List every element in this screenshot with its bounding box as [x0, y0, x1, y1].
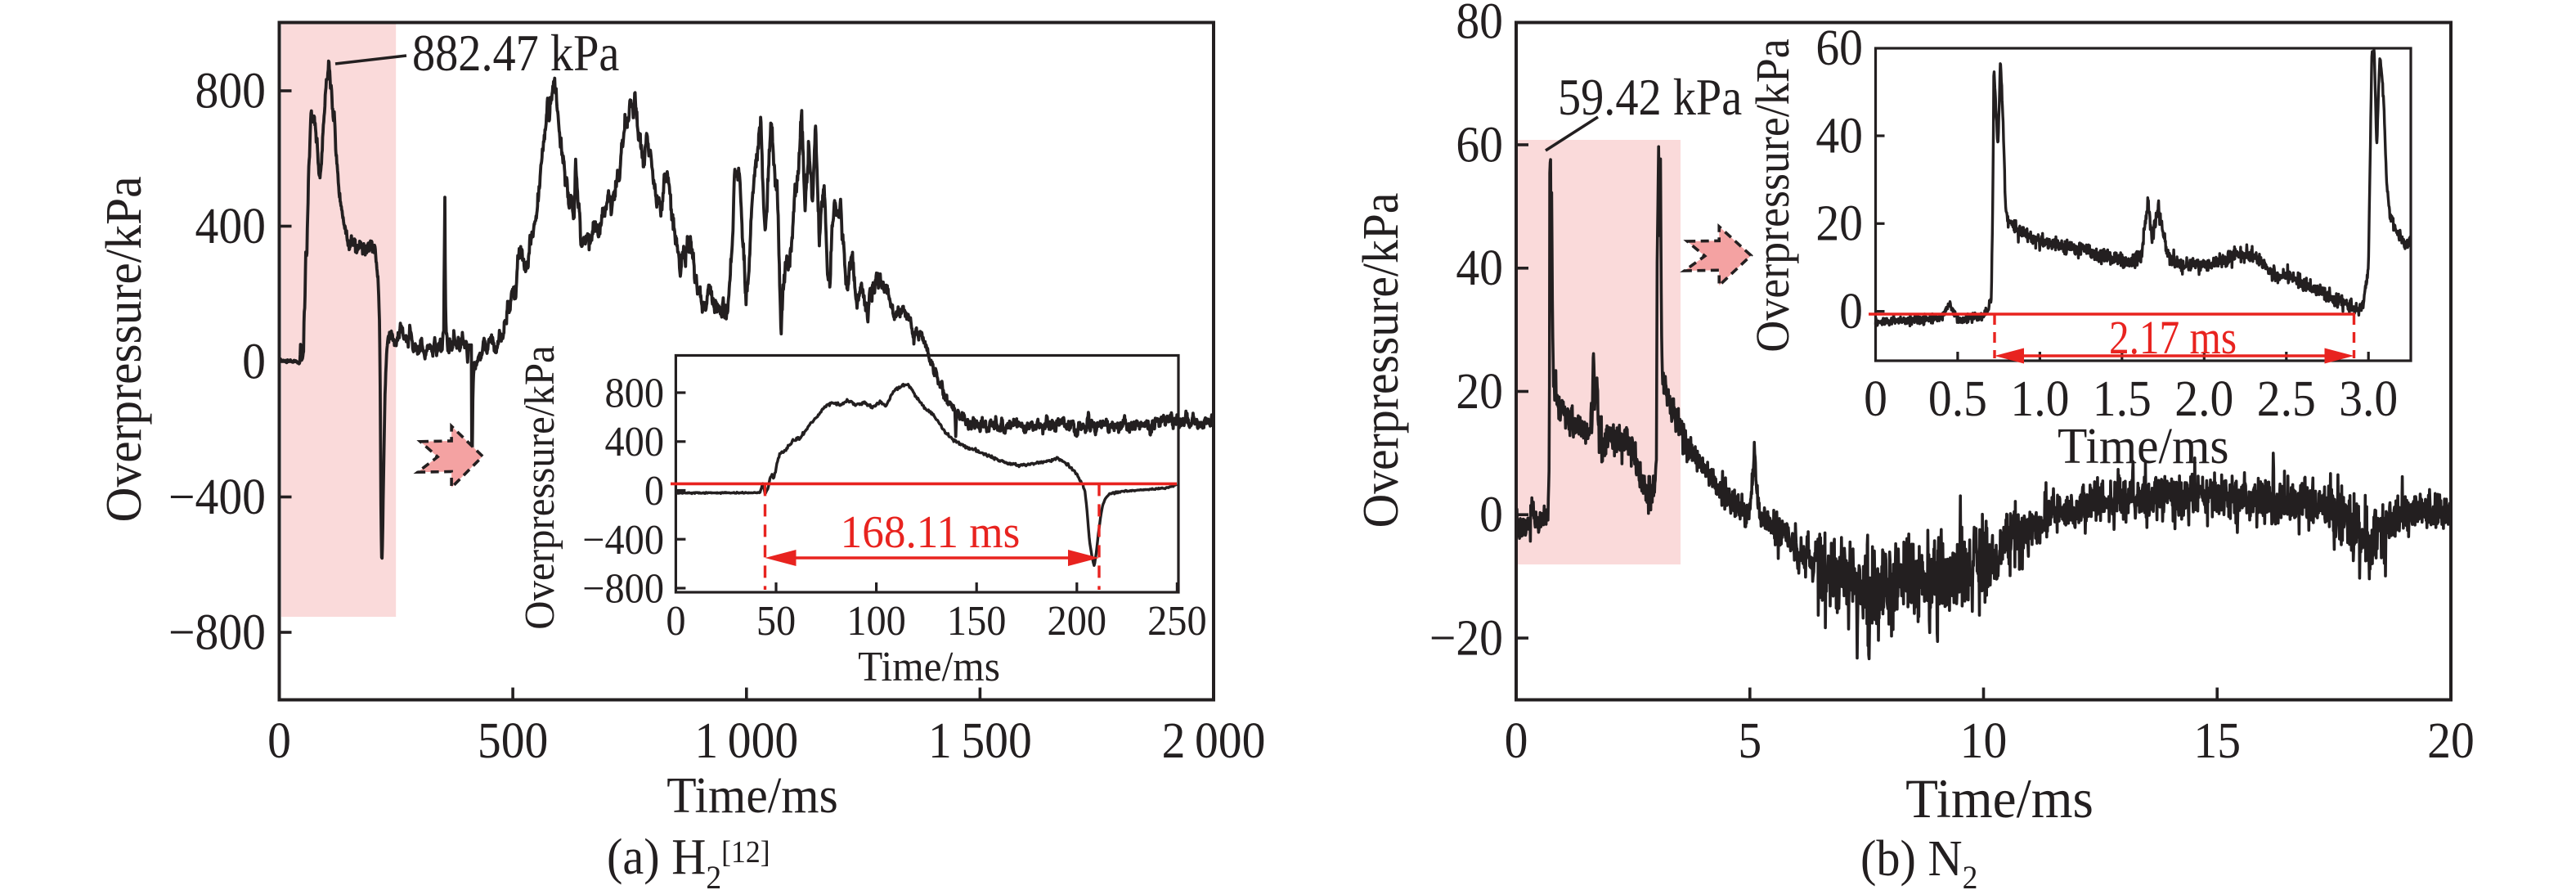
svg-text:150: 150 — [947, 596, 1007, 644]
svg-text:−20: −20 — [1429, 609, 1503, 665]
svg-text:40: 40 — [1456, 240, 1503, 295]
svg-text:50: 50 — [756, 596, 796, 644]
svg-text:Time/ms: Time/ms — [1905, 769, 2094, 829]
svg-text:Time/ms: Time/ms — [2058, 419, 2228, 474]
svg-text:1.0: 1.0 — [2010, 371, 2069, 426]
svg-text:0: 0 — [1864, 371, 1887, 426]
svg-text:2.0: 2.0 — [2174, 371, 2233, 426]
svg-text:10: 10 — [1960, 712, 2008, 768]
svg-text:100: 100 — [846, 596, 906, 644]
svg-text:60: 60 — [1456, 116, 1503, 172]
svg-text:(a) H2[12]: (a) H2[12] — [607, 829, 770, 890]
svg-text:20: 20 — [1456, 363, 1503, 419]
svg-text:80: 80 — [1456, 0, 1503, 49]
svg-text:800: 800 — [195, 62, 266, 118]
svg-text:−400: −400 — [582, 515, 664, 563]
svg-text:20: 20 — [2427, 712, 2475, 768]
svg-text:200: 200 — [1048, 596, 1107, 644]
svg-text:3.0: 3.0 — [2339, 371, 2398, 426]
svg-text:2.17 ms: 2.17 ms — [2109, 311, 2237, 364]
svg-text:0: 0 — [666, 596, 685, 644]
svg-text:400: 400 — [604, 418, 664, 465]
svg-text:0: 0 — [1839, 283, 1863, 339]
svg-text:1 000: 1 000 — [694, 712, 798, 768]
svg-text:1.5: 1.5 — [2093, 371, 2152, 426]
svg-text:1 500: 1 500 — [928, 712, 1032, 768]
svg-text:Time/ms: Time/ms — [666, 768, 837, 824]
svg-text:59.42 kPa: 59.42 kPa — [1558, 69, 1742, 127]
svg-text:168.11 ms: 168.11 ms — [841, 506, 1021, 558]
svg-text:−400: −400 — [168, 469, 266, 524]
svg-text:0.5: 0.5 — [1928, 371, 1987, 426]
svg-text:Overpressure/kPa: Overpressure/kPa — [1747, 38, 1799, 353]
svg-text:2 000: 2 000 — [1162, 712, 1266, 768]
svg-text:Time/ms: Time/ms — [858, 643, 1000, 690]
svg-text:250: 250 — [1147, 596, 1207, 644]
svg-text:(b) N2: (b) N2 — [1860, 830, 1977, 890]
svg-text:2.5: 2.5 — [2257, 371, 2316, 426]
svg-text:Overpressure/kPa: Overpressure/kPa — [1353, 193, 1408, 528]
svg-text:0: 0 — [1479, 487, 1503, 542]
svg-text:5: 5 — [1738, 712, 1761, 768]
svg-text:−800: −800 — [168, 604, 266, 659]
svg-text:400: 400 — [195, 198, 266, 254]
svg-text:60: 60 — [1815, 20, 1863, 75]
svg-text:800: 800 — [604, 369, 664, 416]
svg-text:−800: −800 — [582, 564, 664, 612]
svg-text:15: 15 — [2193, 712, 2241, 768]
svg-text:20: 20 — [1815, 196, 1863, 251]
svg-text:0: 0 — [242, 333, 266, 389]
svg-text:882.47 kPa: 882.47 kPa — [412, 25, 619, 83]
svg-text:0: 0 — [267, 712, 291, 768]
svg-text:40: 40 — [1815, 107, 1863, 163]
svg-text:Overpressure/kPa: Overpressure/kPa — [96, 176, 152, 522]
svg-text:0: 0 — [1505, 712, 1528, 768]
svg-text:0: 0 — [644, 466, 664, 514]
svg-text:Overpressure/kPa: Overpressure/kPa — [516, 345, 563, 629]
svg-text:500: 500 — [478, 712, 548, 768]
